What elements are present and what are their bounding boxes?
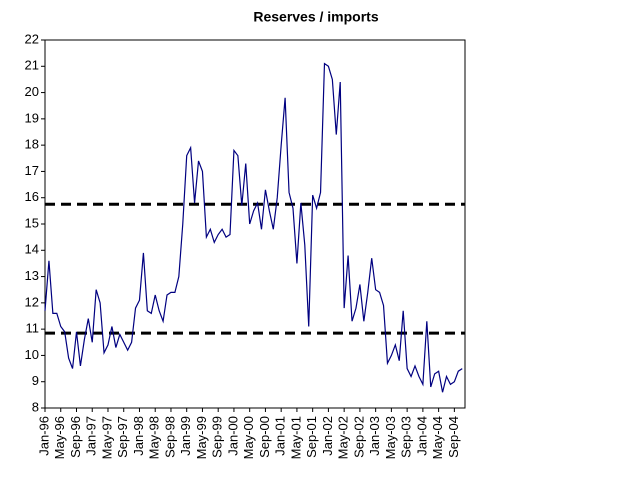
x-tick-label: Jan-97 bbox=[84, 416, 99, 456]
x-tick-label: Jan-00 bbox=[225, 416, 240, 456]
x-tick-label: Jan-96 bbox=[36, 416, 51, 456]
x-tick-label: May-99 bbox=[194, 416, 209, 459]
y-tick-label: 18 bbox=[25, 137, 39, 152]
x-tick-label: Sep-98 bbox=[162, 416, 177, 458]
x-tick-label: Sep-99 bbox=[210, 416, 225, 458]
x-tick-label: May-96 bbox=[52, 416, 67, 459]
x-tick-label: May-04 bbox=[430, 416, 445, 459]
data-line bbox=[44, 62, 463, 393]
x-tick-label: Sep-01 bbox=[304, 416, 319, 458]
y-tick-label: 13 bbox=[25, 268, 39, 283]
x-tick-label: Jan-03 bbox=[367, 416, 382, 456]
y-tick-label: 11 bbox=[26, 321, 40, 336]
y-tick-label: 8 bbox=[32, 399, 39, 414]
x-tick-label: May-97 bbox=[99, 416, 114, 459]
x-tick-label: Sep-03 bbox=[399, 416, 414, 458]
y-tick-label: 10 bbox=[25, 347, 39, 362]
x-tick-label: Jan-02 bbox=[320, 416, 335, 456]
x-tick-label: May-02 bbox=[336, 416, 351, 459]
y-tick-label: 17 bbox=[25, 163, 39, 178]
x-tick-label: Sep-02 bbox=[351, 416, 366, 458]
x-tick-label: Sep-00 bbox=[257, 416, 272, 458]
x-tick-label: Sep-96 bbox=[68, 416, 83, 458]
y-tick-label: 22 bbox=[25, 31, 39, 46]
chart-title: Reserves / imports bbox=[253, 9, 378, 25]
y-tick-label: 14 bbox=[25, 242, 39, 257]
y-tick-label: 16 bbox=[25, 189, 39, 204]
x-tick-label: Jan-99 bbox=[178, 416, 193, 456]
x-tick-label: May-01 bbox=[288, 416, 303, 459]
x-tick-label: Jan-04 bbox=[414, 416, 429, 456]
x-tick-label: Jan-01 bbox=[273, 416, 288, 456]
x-tick-label: Jan-98 bbox=[131, 416, 146, 456]
y-tick-label: 19 bbox=[25, 110, 39, 125]
y-tick-label: 21 bbox=[25, 58, 39, 73]
x-tick-label: May-03 bbox=[383, 416, 398, 459]
y-tick-label: 20 bbox=[25, 84, 39, 99]
y-tick-label: 12 bbox=[25, 294, 39, 309]
x-tick-label: Sep-04 bbox=[446, 416, 461, 458]
y-tick-label: 9 bbox=[32, 373, 39, 388]
y-tick-label: 15 bbox=[25, 215, 39, 230]
x-tick-label: May-00 bbox=[241, 416, 256, 459]
x-tick-label: May-98 bbox=[147, 416, 162, 459]
x-tick-label: Sep-97 bbox=[115, 416, 130, 458]
